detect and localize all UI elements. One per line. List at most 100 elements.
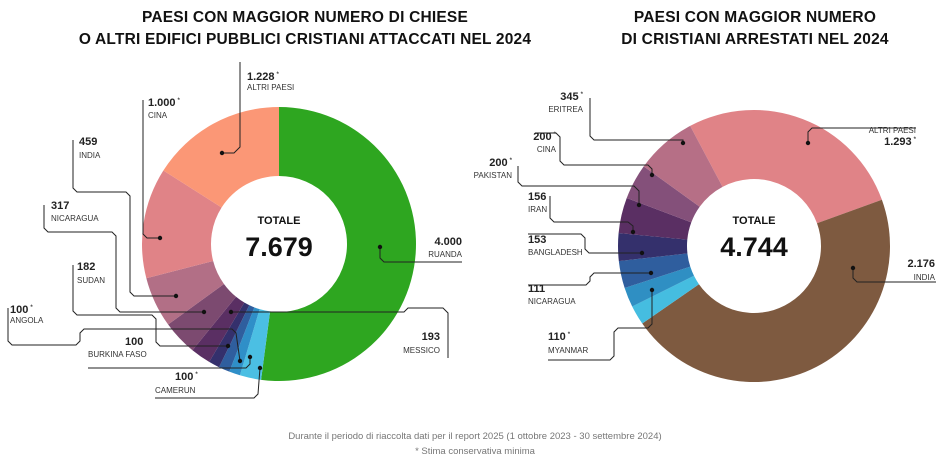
leader-dot-nicaragua	[201, 309, 207, 315]
slice-pakistan	[618, 198, 692, 240]
leader-dot-myanmar	[649, 287, 655, 293]
slice-bangladesh	[618, 253, 691, 288]
leader-dot-nicaragua	[648, 270, 654, 276]
leader-dot-burkina-faso	[247, 354, 253, 360]
leader-line-altri-paesi	[807, 127, 916, 143]
slice-value-cina: 1.000 *	[148, 97, 181, 109]
leader-line-nicaragua	[43, 205, 204, 313]
chart2-title-line1: PAESI CON MAGGIOR NUMERO	[633, 9, 877, 26]
slice-name-nicaragua: NICARAGUA	[528, 297, 576, 306]
slice-value-burkina-faso: 100	[125, 336, 143, 348]
slice-name-cina: CINA	[148, 111, 168, 120]
leader-dot-angola	[237, 358, 243, 364]
estimate-asterisk: *	[510, 158, 513, 164]
slice-value-pakistan: 200 *	[489, 157, 512, 169]
slice-name-myanmar: MYANMAR	[548, 346, 589, 355]
chart1-total-value: 7.679	[245, 232, 313, 262]
slice-value-camerun: 100 *	[175, 371, 198, 383]
slice-value-messico: 193	[422, 331, 440, 343]
leader-line-ruanda	[379, 247, 462, 263]
footer-estimate-note: * Stima conservativa minima	[415, 446, 535, 457]
leader-line-camerun	[155, 367, 261, 399]
slice-name-bangladesh: BANGLADESH	[528, 248, 583, 257]
estimate-asterisk: *	[554, 132, 557, 138]
leader-line-sudan	[72, 265, 228, 347]
leader-line-cina	[142, 100, 160, 239]
leader-dot-india	[173, 293, 179, 299]
slice-iran	[618, 233, 688, 262]
slice-myanmar	[632, 275, 699, 324]
estimate-asterisk: *	[277, 72, 280, 78]
chart2-total-value: 4.744	[720, 232, 788, 262]
slice-name-pakistan: PAKISTAN	[474, 171, 513, 180]
slice-messico	[239, 309, 271, 380]
slice-india	[642, 199, 891, 383]
leader-dot-altri-paesi	[219, 150, 225, 156]
leader-dot-iran	[630, 229, 636, 235]
slice-cina	[626, 166, 700, 223]
leader-dot-sudan	[225, 343, 231, 349]
slice-value-cina: 200 *	[533, 131, 556, 143]
estimate-asterisk: *	[581, 92, 584, 98]
leader-line-burkina-faso	[88, 357, 251, 369]
leader-line-iran	[549, 196, 634, 232]
slice-value-bangladesh: 153	[528, 234, 546, 246]
chart1-title: PAESI CON MAGGIOR NUMERO DI CHIESE O ALT…	[0, 7, 610, 51]
donut-chart-arrests	[618, 109, 891, 383]
leader-line-altri-paesi	[222, 62, 241, 154]
slice-eritrea	[643, 125, 723, 207]
slice-value-india: 2.176	[907, 258, 935, 270]
slice-name-ruanda: RUANDA	[428, 250, 462, 259]
slice-value-angola: 100 *	[10, 304, 33, 316]
slice-name-eritrea: ERITREA	[548, 105, 583, 114]
leader-line-india	[852, 268, 936, 283]
leader-dot-eritrea	[680, 140, 686, 146]
slice-name-angola: ANGOLA	[10, 316, 44, 325]
estimate-asterisk: *	[30, 305, 33, 311]
slice-name-iran: IRAN	[528, 205, 547, 214]
slice-nicaragua	[624, 266, 694, 307]
slice-name-altri-paesi: ALTRI PAESI	[247, 83, 294, 92]
slice-altri-paesi	[163, 107, 279, 208]
slice-value-myanmar: 110 *	[548, 331, 571, 343]
slice-name-cina: CINA	[537, 145, 557, 154]
slice-value-altri-paesi: 1.228 *	[247, 71, 280, 83]
leader-line-messico	[231, 307, 449, 358]
slice-india	[146, 260, 224, 325]
slice-value-iran: 156	[528, 191, 546, 203]
estimate-asterisk: *	[195, 372, 198, 378]
estimate-asterisk: *	[568, 332, 571, 338]
slice-nicaragua	[168, 283, 237, 351]
footer-period-note: Durante il periodo di riaccolta dati per…	[288, 431, 662, 442]
slice-name-india: INDIA	[79, 151, 101, 160]
leader-dot-camerun	[257, 365, 263, 371]
slice-value-altri-paesi: 1.293 *	[884, 136, 917, 148]
slice-value-nicaragua: 317	[51, 200, 69, 212]
slice-angola	[209, 302, 250, 368]
slice-name-india: INDIA	[914, 273, 936, 282]
leader-line-india	[72, 140, 176, 297]
slice-cina	[142, 170, 222, 279]
leader-line-myanmar	[548, 290, 653, 361]
leader-dot-messico	[228, 309, 234, 315]
leader-lines	[7, 62, 936, 399]
estimate-asterisk: *	[914, 137, 917, 143]
leader-dot-pakistan	[636, 202, 642, 208]
slice-name-altri-paesi: ALTRI PAESI	[869, 126, 916, 135]
chart1-title-line1: PAESI CON MAGGIOR NUMERO DI CHIESE	[141, 9, 468, 26]
slice-name-messico: MESSICO	[403, 346, 440, 355]
leader-dot-altri-paesi	[805, 140, 811, 146]
leader-dot-cina	[157, 235, 163, 241]
chart2-title: PAESI CON MAGGIOR NUMERO DI CRISTIANI AR…	[600, 7, 910, 51]
leader-dot-bangladesh	[639, 250, 645, 256]
chart2-total-label: TOTALE	[733, 215, 776, 227]
slice-value-nicaragua: 111	[528, 283, 545, 295]
slice-name-nicaragua: NICARAGUA	[51, 214, 99, 223]
slice-name-camerun: CAMERUN	[155, 386, 196, 395]
leader-line-eritrea	[589, 98, 684, 143]
slice-value-eritrea: 345 *	[560, 91, 583, 103]
slice-value-sudan: 182	[77, 261, 95, 273]
chart1-total-label: TOTALE	[258, 215, 301, 227]
